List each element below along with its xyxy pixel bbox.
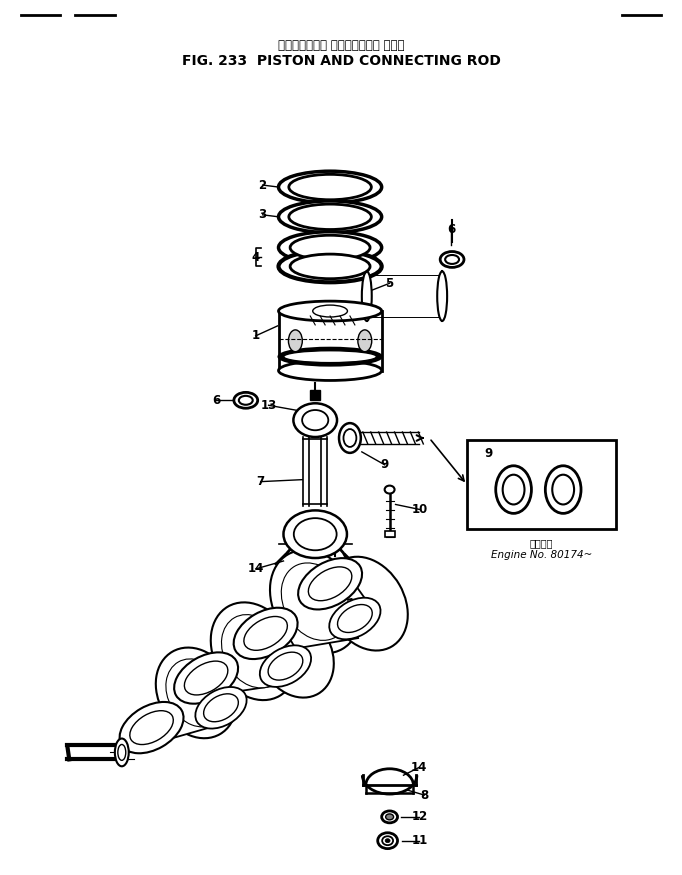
Ellipse shape (204, 694, 238, 722)
Text: 10: 10 (411, 503, 428, 516)
Ellipse shape (329, 598, 381, 640)
Ellipse shape (358, 330, 372, 352)
Ellipse shape (290, 254, 370, 279)
Ellipse shape (278, 232, 382, 263)
Text: 2: 2 (258, 178, 267, 192)
Ellipse shape (338, 605, 372, 633)
Polygon shape (250, 624, 301, 676)
Text: 12: 12 (411, 810, 428, 823)
Text: 6: 6 (212, 394, 220, 407)
Text: 14: 14 (248, 563, 264, 576)
Ellipse shape (385, 486, 395, 493)
Text: 4: 4 (252, 251, 260, 264)
Ellipse shape (298, 558, 362, 610)
Ellipse shape (119, 702, 183, 753)
Ellipse shape (552, 475, 574, 505)
Text: 5: 5 (385, 276, 394, 290)
Ellipse shape (293, 403, 337, 437)
Ellipse shape (184, 662, 228, 695)
Text: 適用号番: 適用号番 (530, 538, 553, 548)
Text: 1: 1 (252, 329, 260, 342)
Ellipse shape (308, 567, 352, 601)
Ellipse shape (382, 836, 393, 845)
Ellipse shape (270, 550, 361, 654)
Ellipse shape (278, 301, 382, 321)
Ellipse shape (222, 614, 286, 688)
Ellipse shape (546, 466, 581, 514)
Ellipse shape (244, 617, 287, 650)
Text: 3: 3 (258, 208, 267, 221)
Ellipse shape (326, 556, 408, 650)
Ellipse shape (289, 204, 372, 229)
Ellipse shape (174, 653, 238, 704)
Ellipse shape (260, 646, 311, 687)
Ellipse shape (278, 172, 382, 203)
Polygon shape (314, 572, 371, 630)
Text: 11: 11 (411, 834, 428, 847)
Ellipse shape (496, 466, 531, 514)
Ellipse shape (289, 174, 372, 200)
Ellipse shape (281, 563, 349, 640)
Ellipse shape (339, 424, 361, 453)
Ellipse shape (130, 710, 173, 745)
Ellipse shape (385, 839, 390, 843)
Ellipse shape (385, 814, 394, 820)
Text: 8: 8 (420, 788, 428, 802)
Ellipse shape (440, 251, 464, 268)
FancyBboxPatch shape (467, 440, 616, 529)
Text: 14: 14 (411, 760, 428, 774)
Ellipse shape (382, 811, 398, 822)
Ellipse shape (278, 360, 382, 381)
Text: Engine No. 80174~: Engine No. 80174~ (490, 550, 592, 560)
Polygon shape (147, 692, 225, 743)
Text: 7: 7 (256, 475, 265, 488)
Ellipse shape (288, 330, 302, 352)
Ellipse shape (378, 833, 398, 849)
Ellipse shape (211, 602, 297, 700)
Ellipse shape (155, 648, 237, 738)
Ellipse shape (239, 396, 253, 405)
Text: FIG. 233  PISTON AND CONNECTING ROD: FIG. 233 PISTON AND CONNECTING ROD (181, 54, 501, 68)
Ellipse shape (234, 608, 297, 659)
Ellipse shape (302, 410, 328, 430)
Ellipse shape (278, 250, 382, 283)
Ellipse shape (257, 611, 333, 697)
Ellipse shape (294, 518, 337, 550)
Polygon shape (192, 671, 235, 715)
Ellipse shape (195, 687, 247, 729)
Text: 9: 9 (485, 447, 493, 460)
Ellipse shape (234, 392, 258, 409)
Text: 6: 6 (447, 223, 455, 236)
Ellipse shape (503, 475, 524, 505)
Text: 13: 13 (261, 399, 277, 412)
Ellipse shape (362, 271, 372, 321)
Polygon shape (203, 648, 288, 696)
Ellipse shape (115, 738, 129, 766)
Ellipse shape (284, 510, 347, 558)
Ellipse shape (284, 351, 376, 362)
Ellipse shape (445, 255, 459, 264)
Ellipse shape (166, 659, 226, 727)
Ellipse shape (268, 652, 303, 680)
Ellipse shape (278, 201, 382, 233)
Ellipse shape (437, 271, 447, 321)
Ellipse shape (290, 235, 370, 260)
Text: ピストンおよび コネクティング ロッド: ピストンおよび コネクティング ロッド (278, 38, 404, 52)
Bar (385, 531, 395, 537)
Polygon shape (263, 599, 358, 653)
Ellipse shape (278, 347, 382, 366)
Text: 9: 9 (381, 458, 389, 472)
